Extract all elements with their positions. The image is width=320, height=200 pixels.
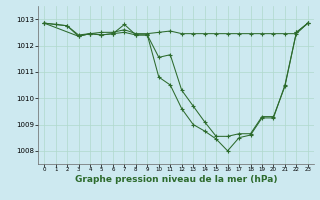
X-axis label: Graphe pression niveau de la mer (hPa): Graphe pression niveau de la mer (hPa) (75, 175, 277, 184)
